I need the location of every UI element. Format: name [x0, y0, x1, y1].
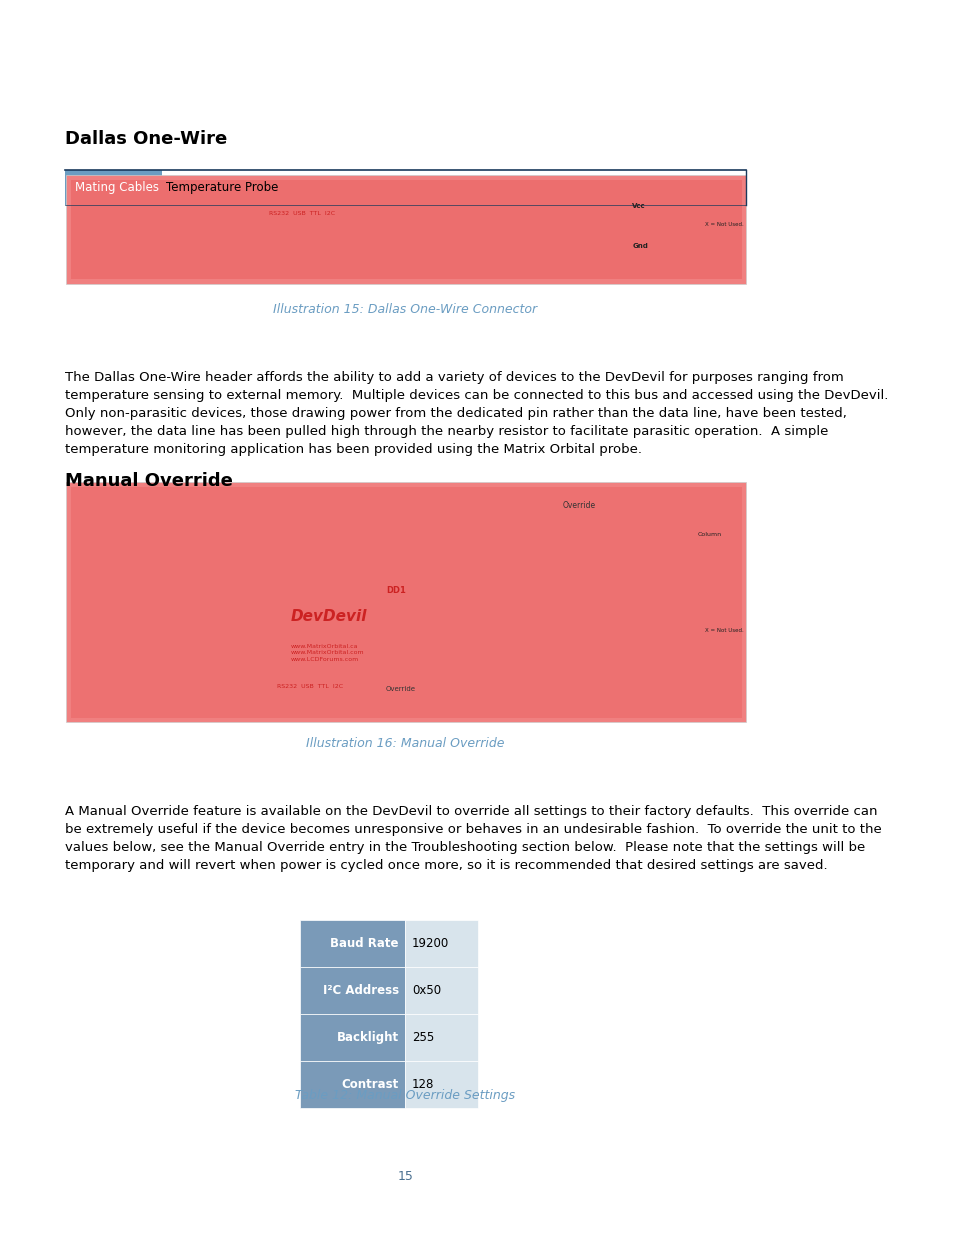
FancyBboxPatch shape: [299, 1061, 405, 1108]
Text: X = Not Used.: X = Not Used.: [704, 222, 743, 227]
FancyBboxPatch shape: [405, 920, 477, 967]
FancyBboxPatch shape: [67, 482, 745, 722]
Text: Illustration 15: Dallas One-Wire Connector: Illustration 15: Dallas One-Wire Connect…: [274, 303, 537, 316]
Text: Contrast: Contrast: [341, 1078, 398, 1091]
FancyBboxPatch shape: [405, 1061, 477, 1108]
Text: The Dallas One-Wire header affords the ability to add a variety of devices to th: The Dallas One-Wire header affords the a…: [65, 370, 887, 456]
FancyBboxPatch shape: [299, 967, 405, 1014]
Text: X = Not Used.: X = Not Used.: [704, 629, 743, 634]
Text: 19200: 19200: [412, 937, 449, 950]
Text: 128: 128: [412, 1078, 434, 1091]
Text: Gnd: Gnd: [632, 243, 648, 249]
Text: Table 12: Manual Override Settings: Table 12: Manual Override Settings: [295, 1089, 515, 1103]
Text: Override: Override: [385, 685, 416, 692]
Text: DD1: DD1: [385, 585, 405, 594]
Text: Vcc: Vcc: [632, 203, 645, 209]
Text: Temperature Probe: Temperature Probe: [166, 182, 278, 194]
FancyBboxPatch shape: [299, 920, 405, 967]
Text: www.MatrixOrbital.ca
www.MatrixOrbital.com
www.LCDForums.com: www.MatrixOrbital.ca www.MatrixOrbital.c…: [291, 643, 364, 662]
Text: Column: Column: [697, 532, 720, 537]
Text: Override: Override: [562, 501, 595, 510]
FancyBboxPatch shape: [67, 175, 745, 284]
Text: Backlight: Backlight: [336, 1031, 398, 1044]
Text: RS232  USB  TTL  I2C: RS232 USB TTL I2C: [269, 211, 335, 216]
FancyBboxPatch shape: [71, 180, 741, 279]
Text: RS232  USB  TTL  I2C: RS232 USB TTL I2C: [277, 684, 343, 689]
Text: 255: 255: [412, 1031, 434, 1044]
FancyBboxPatch shape: [65, 170, 162, 205]
Text: Illustration 16: Manual Override: Illustration 16: Manual Override: [306, 737, 504, 751]
Text: A Manual Override feature is available on the DevDevil to override all settings : A Manual Override feature is available o…: [65, 805, 881, 872]
FancyBboxPatch shape: [71, 487, 741, 718]
FancyBboxPatch shape: [405, 1014, 477, 1061]
Text: Dallas One-Wire: Dallas One-Wire: [65, 130, 227, 148]
Text: 0x50: 0x50: [412, 984, 440, 997]
Text: Manual Override: Manual Override: [65, 472, 233, 490]
Text: 15: 15: [397, 1170, 413, 1183]
FancyBboxPatch shape: [299, 1014, 405, 1061]
Text: DevDevil: DevDevil: [291, 609, 367, 624]
Text: Mating Cables: Mating Cables: [74, 182, 158, 194]
FancyBboxPatch shape: [405, 967, 477, 1014]
Text: Baud Rate: Baud Rate: [330, 937, 398, 950]
Text: I²C Address: I²C Address: [322, 984, 398, 997]
